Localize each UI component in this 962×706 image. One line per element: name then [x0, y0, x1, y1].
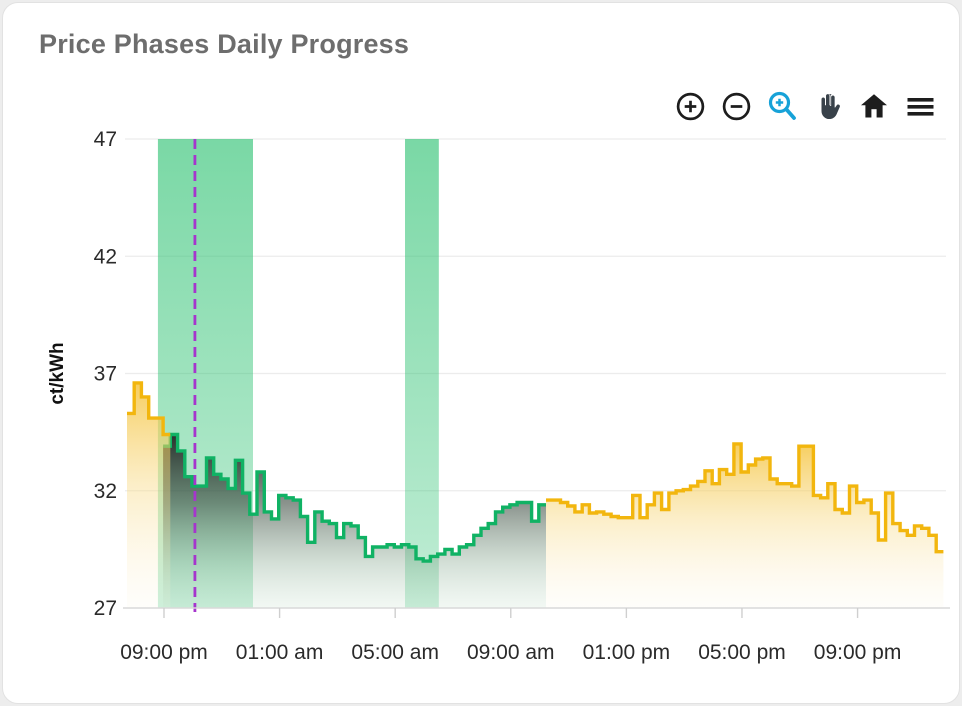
- home-icon: [861, 94, 887, 118]
- price-late-yellow-area: [546, 443, 944, 608]
- home-button[interactable]: [855, 87, 893, 125]
- x-tick-label: 05:00 am: [351, 641, 439, 664]
- y-axis: 27 32 37 42 47: [94, 128, 117, 620]
- price-green-phase-area: [163, 434, 546, 608]
- box-zoom-button[interactable]: [763, 87, 801, 125]
- chart-toolbar: [671, 87, 939, 125]
- series-price-early-yellow: [127, 381, 171, 608]
- x-tick-label: 09:00 am: [467, 641, 555, 664]
- y-tick-label: 42: [94, 245, 117, 268]
- x-tick-label: 09:00 pm: [120, 641, 208, 664]
- zoom-in-button[interactable]: [671, 87, 709, 125]
- plot-area[interactable]: 09:00 pm 01:00 am 05:00 am 09:00 am 01:00 pm…: [3, 3, 960, 703]
- y-tick-label: 27: [94, 597, 117, 620]
- y-tick-label: 47: [94, 128, 117, 151]
- series-price-green-phase: [163, 432, 546, 608]
- price-late-yellow-line: [546, 442, 944, 554]
- zoom-out-button[interactable]: [717, 87, 755, 125]
- pan-button[interactable]: [809, 87, 847, 125]
- y-tick-label: 32: [94, 480, 117, 503]
- price-green-phase-line: [163, 432, 546, 563]
- y-tick-label: 37: [94, 363, 117, 386]
- x-tick-label: 05:00 pm: [698, 641, 786, 664]
- price-early-yellow-line: [127, 381, 171, 437]
- magnifier-zoom-icon: [768, 91, 796, 120]
- menu-button[interactable]: [901, 87, 939, 125]
- x-axis: 09:00 pm 01:00 am 05:00 am 09:00 am 01:00 pm…: [120, 607, 950, 664]
- hamburger-menu-icon: [907, 97, 933, 116]
- cheap-phase-2: [405, 139, 439, 608]
- series-price-late-yellow: [546, 442, 944, 608]
- price-early-yellow-area: [127, 382, 171, 608]
- y-axis-title: ct/kWh: [47, 342, 68, 404]
- x-tick-label: 09:00 pm: [814, 641, 902, 664]
- hand-pan-icon: [821, 93, 840, 119]
- x-tick-label: 01:00 pm: [583, 641, 671, 664]
- zoom-out-icon: [722, 92, 750, 120]
- page-title: Price Phases Daily Progress: [39, 29, 410, 59]
- x-tick-label: 01:00 am: [236, 641, 324, 664]
- zoom-in-icon: [676, 92, 704, 120]
- y-axis-title: ct/kWh: [47, 342, 68, 404]
